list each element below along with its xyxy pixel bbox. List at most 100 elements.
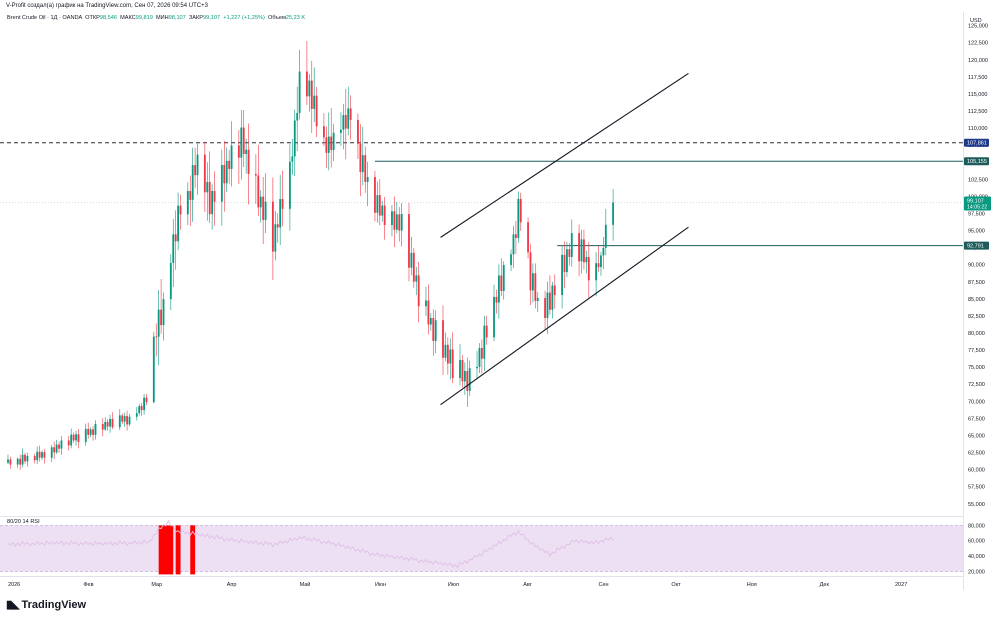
candle-body xyxy=(138,406,141,414)
candle-body xyxy=(566,249,568,273)
high-value: 99,819 xyxy=(135,15,153,21)
time-tick-label: Ноя xyxy=(747,582,757,588)
candle-body xyxy=(483,325,486,359)
candle-body xyxy=(327,136,330,153)
candle-body xyxy=(50,447,53,458)
candle-body xyxy=(583,239,585,263)
candle-body xyxy=(240,127,243,158)
candle-body xyxy=(459,360,461,379)
price-tick-label: 110,000 xyxy=(968,126,987,132)
candle-body xyxy=(89,429,92,435)
volume-value: 25,23 K xyxy=(285,15,306,21)
candle-body xyxy=(534,273,537,301)
candle-body xyxy=(544,298,546,318)
current-price-text: 99,107 xyxy=(967,199,984,205)
candle-body xyxy=(417,275,420,307)
price-tick-label: 95,000 xyxy=(968,229,985,235)
trendline[interactable] xyxy=(440,226,689,406)
candle-body xyxy=(563,254,566,273)
candle-body xyxy=(41,452,43,458)
trendline[interactable] xyxy=(440,73,689,238)
candle-body xyxy=(330,136,333,151)
price-tick-label: 57,500 xyxy=(968,485,985,491)
candle-body xyxy=(398,214,401,231)
currency-label: USD xyxy=(970,18,982,24)
candle-body xyxy=(281,199,284,209)
candle-body xyxy=(152,336,155,403)
time-tick-label: Авг xyxy=(523,582,532,588)
candle-body xyxy=(315,95,318,127)
candle-body xyxy=(24,454,26,462)
candle-body xyxy=(393,211,396,230)
candle-body xyxy=(493,296,495,338)
candle-body xyxy=(444,344,447,358)
tradingview-logo[interactable]: ▮◣ TradingView xyxy=(6,598,86,611)
candle-body xyxy=(206,181,209,193)
time-tick-label: Окт xyxy=(671,582,681,588)
candle-body xyxy=(325,137,328,153)
rsi-alert-bar xyxy=(158,525,174,575)
price-tick-label: 80,000 xyxy=(968,331,985,337)
candle-body xyxy=(169,262,172,300)
candle-body xyxy=(497,275,500,303)
candle-body xyxy=(70,434,73,446)
time-tick-label: Фев xyxy=(83,582,93,588)
candle-body xyxy=(587,257,590,281)
candle-body xyxy=(461,360,464,382)
candle-body xyxy=(77,434,80,443)
candle-body xyxy=(288,161,291,209)
low-value: 98,107 xyxy=(168,15,186,21)
candle-body xyxy=(7,459,9,463)
candle-body xyxy=(230,145,233,169)
price-tick-label: 62,500 xyxy=(968,451,985,457)
candle-body xyxy=(111,418,114,428)
price-tick-label: 60,000 xyxy=(968,468,985,474)
candle-body xyxy=(400,214,403,231)
rsi-band xyxy=(0,525,963,572)
rsi-tick-label: 60,000 xyxy=(968,539,985,545)
price-tick-label: 70,000 xyxy=(968,399,985,405)
time-tick-label: Май xyxy=(300,581,311,588)
candle-body xyxy=(298,71,301,113)
candle-body xyxy=(310,80,313,109)
candle-body xyxy=(451,349,454,379)
symbol-name[interactable]: Brent Crude Oil · 1Д · OANDA xyxy=(7,15,82,21)
candle-body xyxy=(16,458,19,465)
candle-body xyxy=(143,397,145,411)
candle-body xyxy=(500,275,503,292)
level-price-badge-text: 92,791 xyxy=(967,244,984,250)
candle-body xyxy=(140,406,143,411)
candle-body xyxy=(191,165,194,200)
candle-body xyxy=(271,201,274,252)
level-price-badge-text: 107,861 xyxy=(967,141,987,147)
candle-body xyxy=(551,285,554,310)
candle-body xyxy=(160,309,163,326)
candle-body xyxy=(480,348,483,359)
candle-body xyxy=(466,370,469,391)
level-price-badge xyxy=(964,157,989,166)
close-value: 99,107 xyxy=(203,15,221,21)
candle-body xyxy=(432,317,435,341)
candle-body xyxy=(517,198,520,238)
candle-body xyxy=(502,264,505,292)
candle-body xyxy=(549,292,551,310)
candle-body xyxy=(242,127,245,154)
candle-body xyxy=(434,320,437,341)
candle-body xyxy=(157,309,160,337)
price-tick-label: 75,000 xyxy=(968,365,985,371)
candle-body xyxy=(408,214,410,268)
level-price-badge xyxy=(964,138,989,147)
open-label: ОТКР xyxy=(85,15,100,21)
candle-body xyxy=(602,247,605,256)
candle-body xyxy=(415,275,418,282)
rsi-legend[interactable]: 80/20 14 RSI xyxy=(7,519,40,525)
candle-body xyxy=(55,444,58,453)
candle-body xyxy=(177,205,180,242)
candle-body xyxy=(128,416,131,425)
candle-body xyxy=(391,211,393,226)
candle-body xyxy=(332,132,335,151)
candle-body xyxy=(291,156,294,162)
low-label: МИН xyxy=(155,15,169,21)
candle-body xyxy=(495,296,498,303)
